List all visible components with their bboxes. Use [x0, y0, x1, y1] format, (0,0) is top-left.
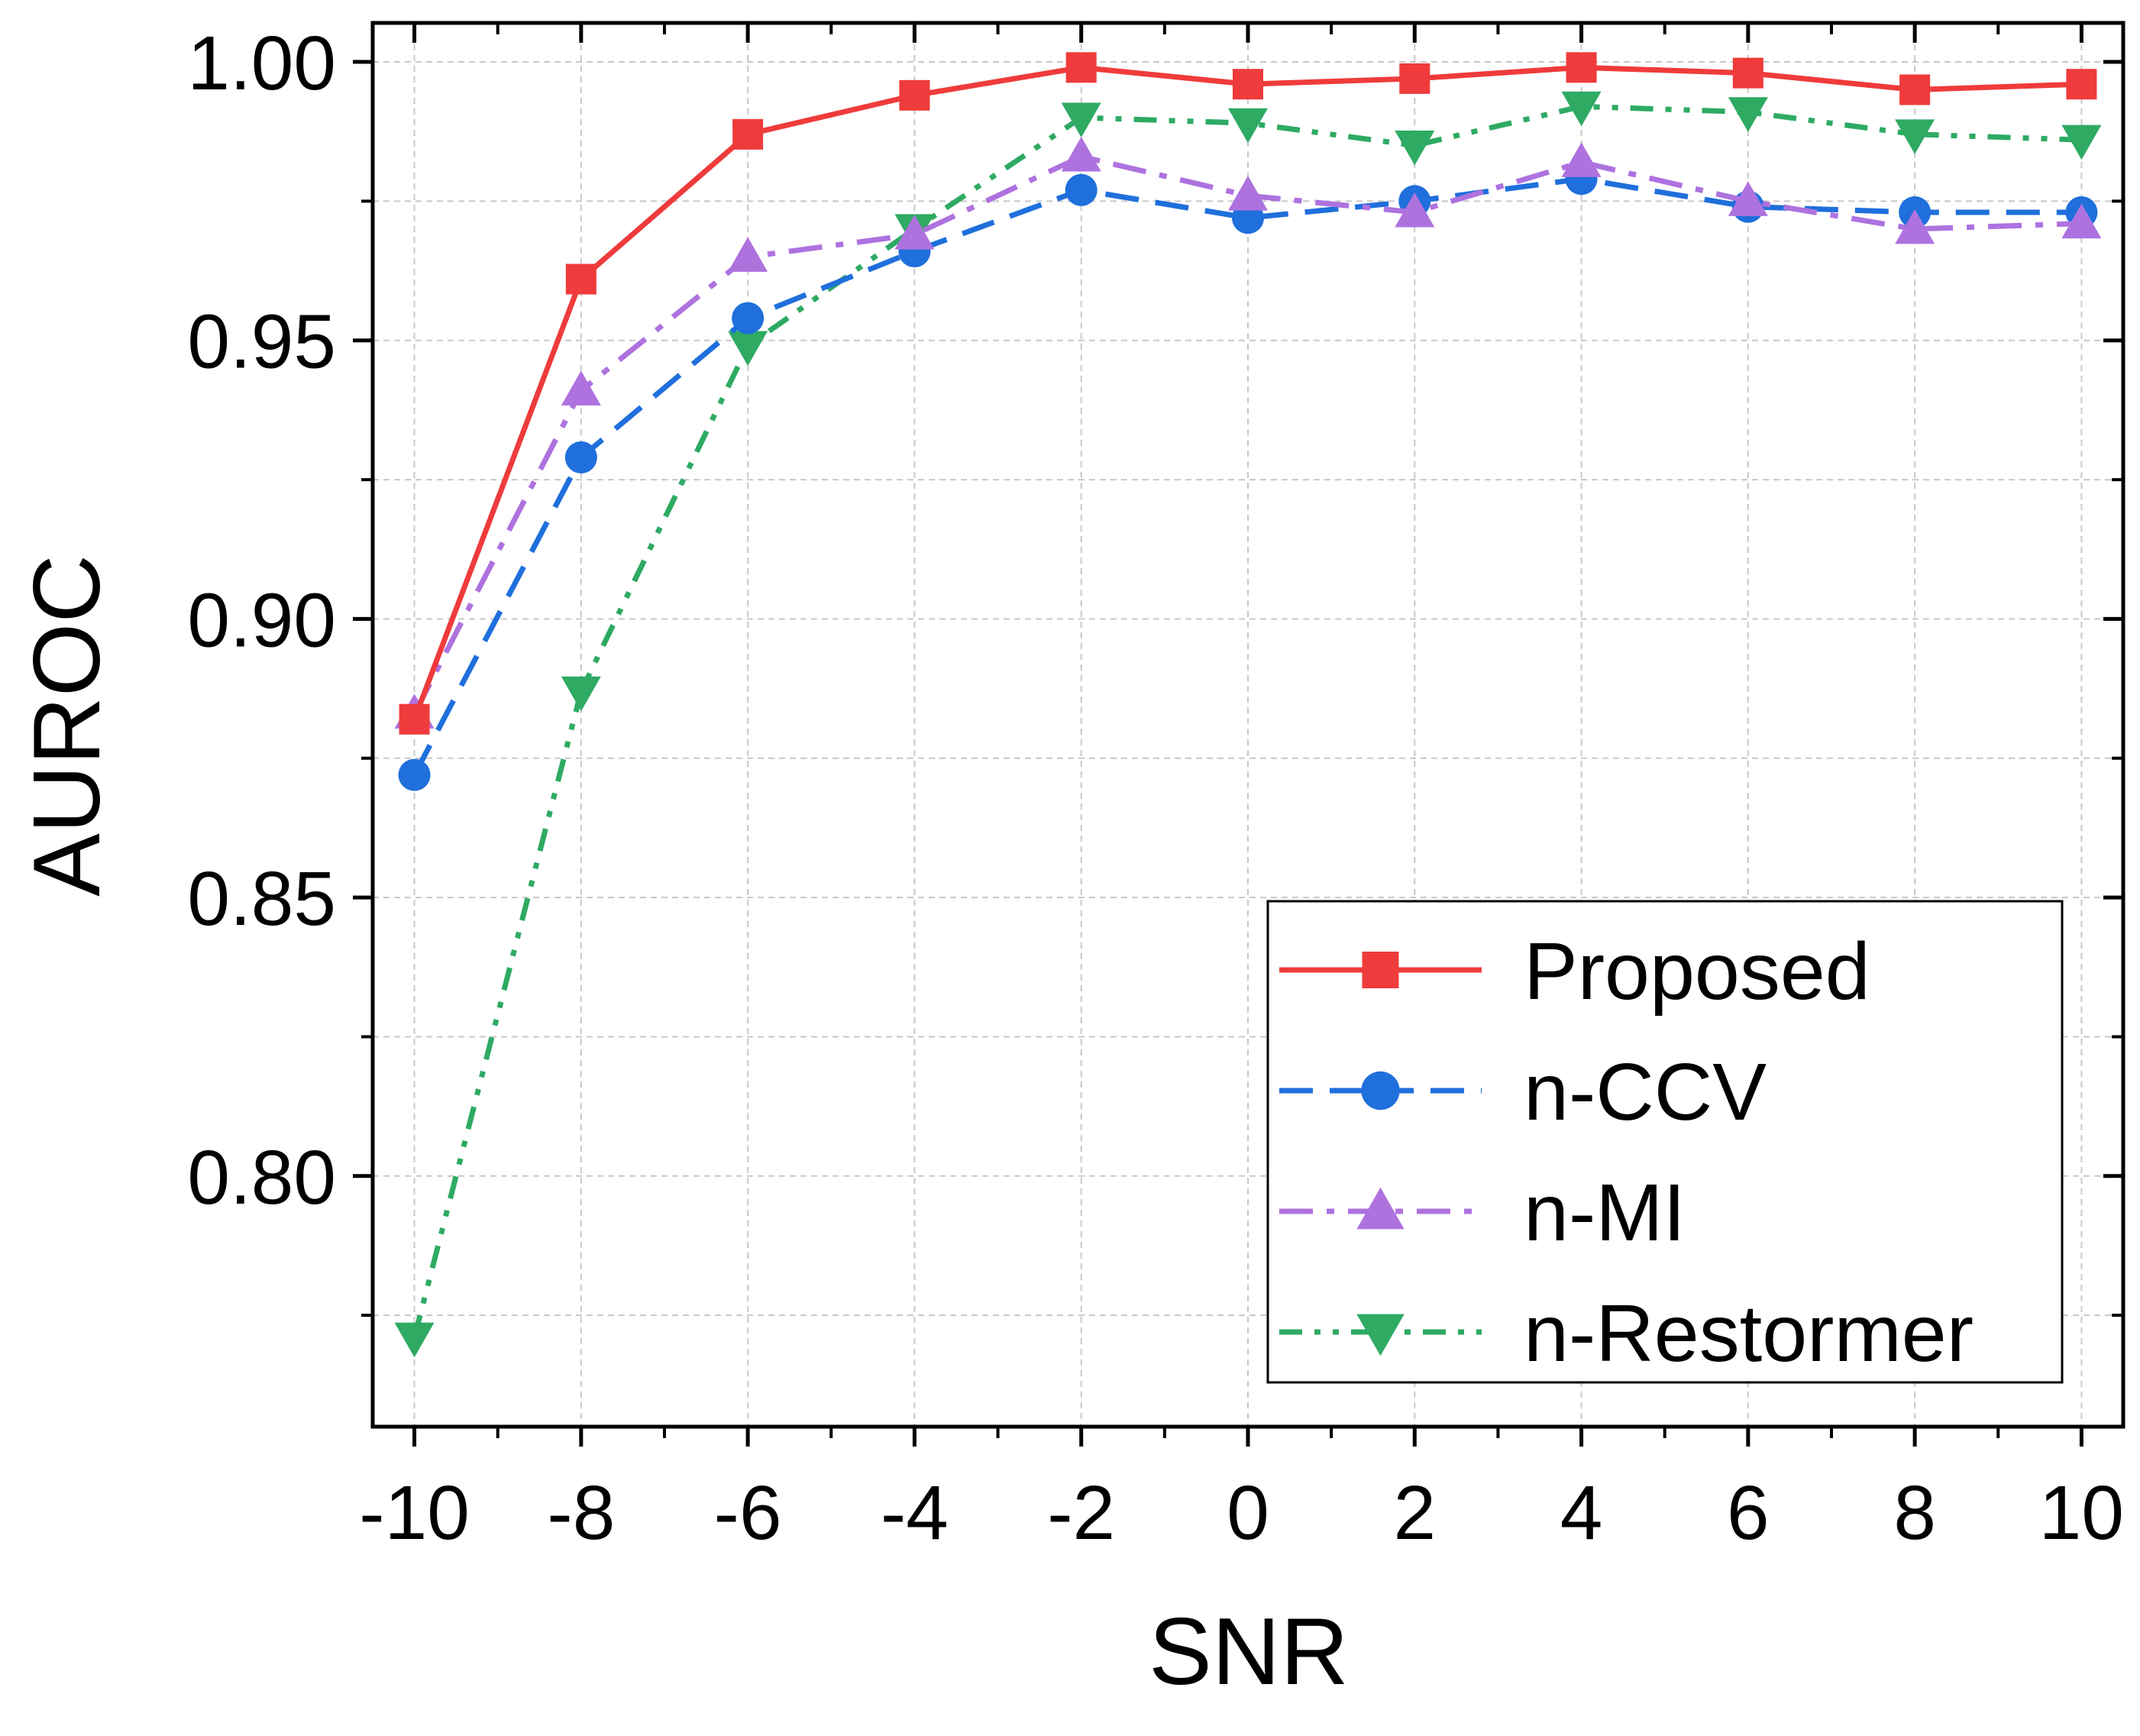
y-axis-title: AUROC: [15, 554, 120, 897]
data-point: [2066, 69, 2097, 100]
data-point: [394, 1322, 435, 1358]
data-point: [899, 79, 930, 111]
data-point: [1065, 52, 1097, 83]
data-point: [1065, 173, 1097, 206]
data-point: [1228, 176, 1268, 211]
data-point: [1566, 52, 1597, 83]
legend-label: n-Restormer: [1524, 1288, 1974, 1379]
data-point: [728, 237, 768, 272]
x-axis-title: SNR: [1149, 1599, 1349, 1705]
legend-label: Proposed: [1524, 926, 1870, 1017]
data-point: [1399, 63, 1430, 94]
legend-label: n-CCV: [1524, 1047, 1767, 1137]
legend-label: n-MI: [1524, 1168, 1686, 1258]
x-tick-label: -10: [359, 1470, 470, 1556]
data-point: [2061, 124, 2102, 160]
series-proposed: [399, 52, 2097, 735]
y-tick-label: 1.00: [187, 21, 336, 106]
data-point: [2061, 203, 2102, 239]
x-tick-label: -6: [714, 1470, 782, 1556]
x-tick-label: -8: [547, 1470, 615, 1556]
data-point: [561, 676, 601, 712]
x-tick-label: -4: [881, 1470, 949, 1556]
data-point: [1895, 209, 1935, 244]
series-n-mi: [394, 137, 2102, 729]
x-tick-label: 8: [1893, 1470, 1936, 1556]
data-point: [728, 331, 768, 367]
data-point: [398, 758, 431, 791]
x-tick-label: 0: [1227, 1470, 1269, 1556]
legend-marker: [1356, 1314, 1405, 1356]
data-point: [1899, 74, 1931, 105]
legend-marker: [1361, 1071, 1400, 1110]
y-tick-label: 0.85: [187, 856, 336, 942]
data-point: [1732, 57, 1763, 89]
data-point: [1233, 69, 1263, 100]
x-tick-label: 6: [1727, 1470, 1770, 1556]
data-point: [1561, 91, 1602, 127]
data-point: [1061, 102, 1101, 137]
y-tick-label: 0.80: [187, 1135, 336, 1220]
data-point: [1395, 130, 1435, 166]
data-point: [1728, 181, 1768, 216]
legend-marker: [1362, 952, 1399, 988]
x-tick-label: 2: [1393, 1470, 1436, 1556]
data-point: [561, 370, 601, 406]
legend-marker: [1356, 1187, 1405, 1230]
data-point: [565, 263, 596, 295]
series-layer: [394, 52, 2102, 1358]
data-point: [1228, 108, 1268, 144]
legend-entry: n-Restormer: [1279, 1288, 1974, 1379]
x-tick-label: 10: [2039, 1470, 2124, 1556]
legend: Proposed n-CCV n-MI n-Restormer: [1266, 900, 2064, 1384]
x-tick-label: 4: [1560, 1470, 1603, 1556]
x-tick-label: -2: [1047, 1470, 1115, 1556]
y-tick-label: 0.90: [187, 577, 336, 663]
data-point: [1895, 119, 1935, 154]
y-tick-label: 0.95: [187, 299, 336, 385]
ticks: -10 -8 -6 -4 -2 0 2 4 6 8 10 0.80 0.85 0.90 0.95 1.00: [187, 21, 2124, 1556]
data-point: [399, 703, 430, 735]
data-point: [732, 118, 764, 150]
data-point: [894, 215, 935, 250]
legend-entry: Proposed: [1279, 926, 1870, 1017]
data-point: [732, 302, 765, 335]
legend-entry: n-CCV: [1279, 1047, 1767, 1137]
data-point: [1061, 137, 1101, 172]
legend-entry: n-MI: [1279, 1168, 1686, 1258]
data-point: [1728, 97, 1768, 132]
data-point: [1395, 192, 1435, 228]
data-point: [1561, 142, 1602, 177]
legend-box: [1266, 900, 2064, 1384]
data-point: [564, 441, 597, 474]
